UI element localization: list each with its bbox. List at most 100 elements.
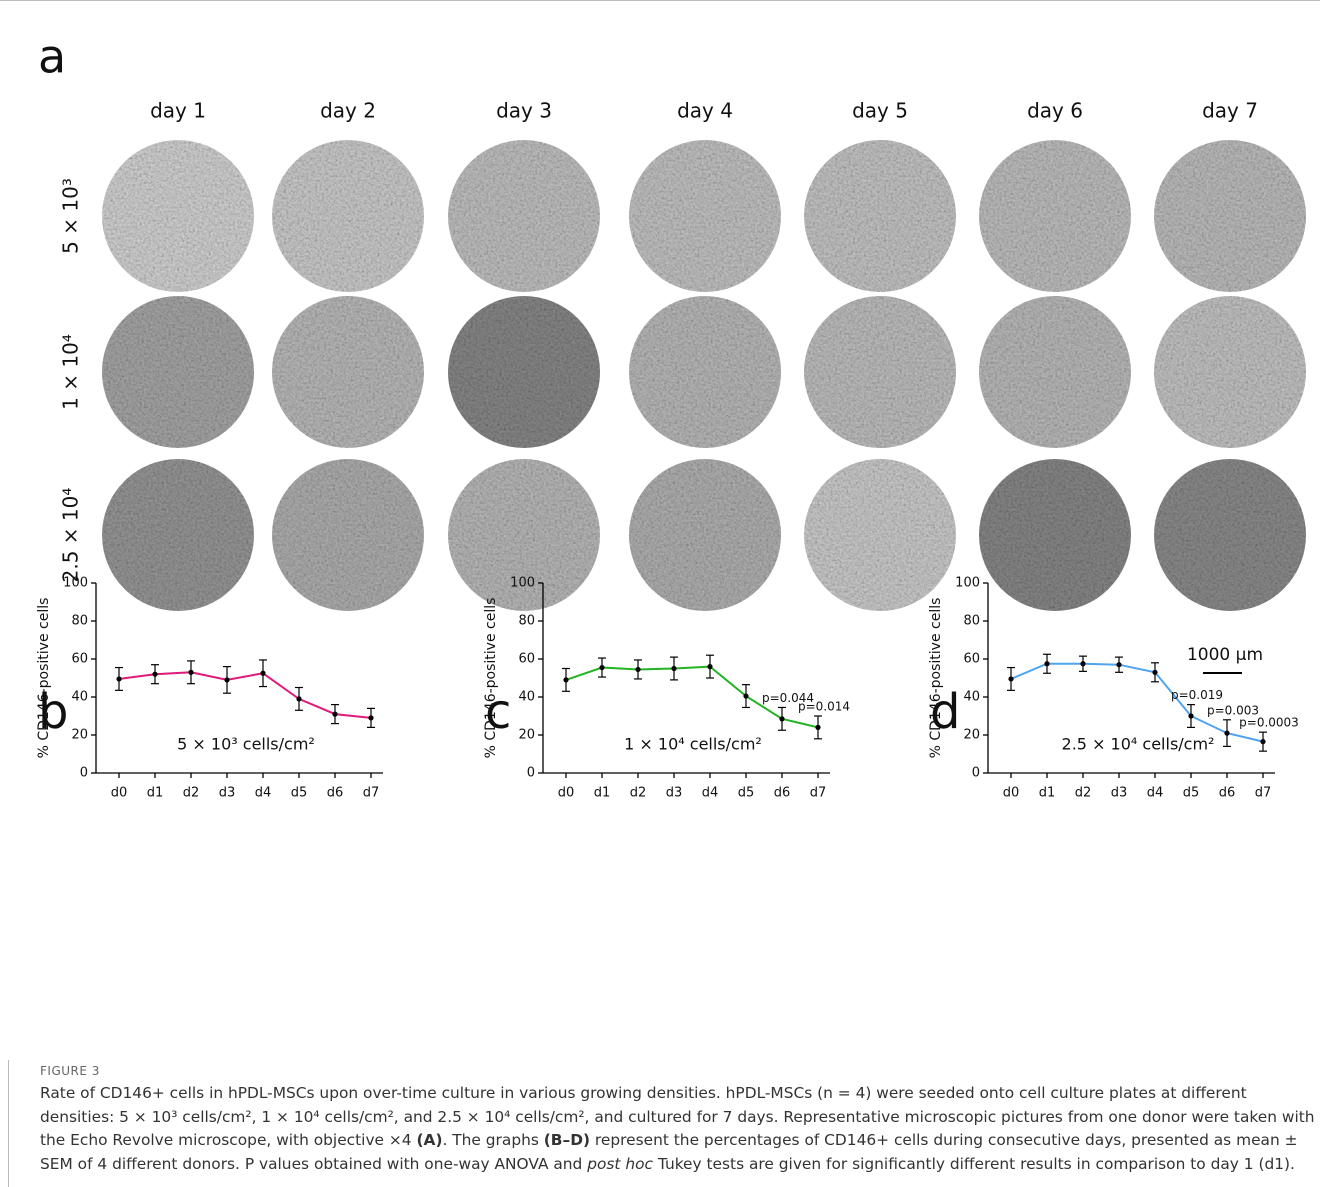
column-label: day 5 — [852, 99, 908, 123]
data-point — [779, 716, 784, 721]
y-tick-label: 100 — [510, 576, 535, 591]
caption: Rate of CD146+ cells in hPDL-MSCs upon o… — [40, 1082, 1320, 1176]
y-tick-label: 20 — [71, 728, 88, 743]
column-label: day 7 — [1202, 99, 1258, 123]
y-axis-label: % CD146-positive cells — [36, 598, 52, 759]
x-tick-label: d7 — [810, 786, 827, 801]
micrograph — [1154, 296, 1306, 448]
y-tick-label: 0 — [527, 766, 535, 781]
data-point — [1224, 731, 1229, 736]
data-point — [1152, 670, 1157, 675]
data-point — [260, 671, 265, 676]
x-tick-label: d1 — [1039, 786, 1056, 801]
data-point — [815, 725, 820, 730]
x-tick-label: d4 — [255, 786, 272, 801]
x-tick-label: d5 — [738, 786, 755, 801]
micrograph — [448, 296, 600, 448]
data-point — [368, 715, 373, 720]
data-point — [1008, 676, 1013, 681]
y-tick-label: 20 — [963, 728, 980, 743]
x-tick-label: d4 — [1147, 786, 1164, 801]
x-tick-label: d7 — [363, 786, 380, 801]
y-tick-label: 100 — [63, 576, 88, 591]
data-point — [599, 665, 604, 670]
p-value-annotation: p=0.0003 — [1239, 716, 1299, 730]
y-tick-label: 40 — [518, 690, 535, 705]
x-tick-label: d0 — [1003, 786, 1020, 801]
row-label: 2.5 × 10⁴ — [59, 488, 83, 583]
data-point — [1260, 739, 1265, 744]
chart-title: 2.5 × 10⁴ cells/cm² — [1062, 735, 1215, 754]
chart-title: 1 × 10⁴ cells/cm² — [624, 735, 762, 754]
x-tick-label: d3 — [1111, 786, 1128, 801]
micrograph — [102, 459, 254, 611]
x-tick-label: d2 — [183, 786, 200, 801]
row-label: 1 × 10⁴ — [59, 334, 83, 410]
scale-bar-label: 1000 µm — [1187, 645, 1263, 665]
chart-title: 5 × 10³ cells/cm² — [177, 735, 315, 754]
micrograph — [1154, 459, 1306, 611]
micrograph — [629, 296, 781, 448]
data-point — [671, 666, 676, 671]
x-tick-label: d6 — [1219, 786, 1236, 801]
micrograph — [272, 296, 424, 448]
micrograph — [629, 459, 781, 611]
micrograph — [804, 459, 956, 611]
caption-text: (B–D) — [544, 1131, 590, 1149]
micrograph — [272, 140, 424, 292]
caption-label: FIGURE 3 — [40, 1064, 100, 1078]
y-tick-label: 80 — [963, 614, 980, 629]
x-tick-label: d4 — [702, 786, 719, 801]
series-line — [119, 672, 371, 718]
x-tick-label: d2 — [630, 786, 647, 801]
row-label: 5 × 10³ — [59, 178, 83, 254]
panel-label: a — [38, 30, 66, 84]
x-tick-label: d0 — [111, 786, 128, 801]
data-point — [296, 696, 301, 701]
data-point — [224, 677, 229, 682]
p-value-annotation: p=0.019 — [1171, 688, 1223, 702]
micrograph — [804, 140, 956, 292]
data-point — [707, 664, 712, 669]
x-tick-label: d6 — [774, 786, 791, 801]
x-tick-label: d5 — [291, 786, 308, 801]
y-axis-label: % CD146-positive cells — [483, 598, 499, 759]
y-tick-label: 0 — [972, 766, 980, 781]
caption-text: Tukey tests are given for significantly … — [653, 1155, 1295, 1173]
y-tick-label: 60 — [71, 652, 88, 667]
x-tick-label: d1 — [594, 786, 611, 801]
y-axis-label: % CD146-positive cells — [928, 598, 944, 759]
y-tick-label: 100 — [955, 576, 980, 591]
y-tick-label: 40 — [963, 690, 980, 705]
x-tick-label: d0 — [558, 786, 575, 801]
x-tick-label: d3 — [666, 786, 683, 801]
micrograph — [272, 459, 424, 611]
column-label: day 4 — [677, 99, 733, 123]
x-tick-label: d5 — [1183, 786, 1200, 801]
micrograph — [1154, 140, 1306, 292]
data-point — [1116, 662, 1121, 667]
x-tick-label: d3 — [219, 786, 236, 801]
data-point — [116, 676, 121, 681]
y-tick-label: 60 — [963, 652, 980, 667]
data-point — [1080, 661, 1085, 666]
column-label: day 2 — [320, 99, 376, 123]
column-label: day 1 — [150, 99, 206, 123]
x-tick-label: d2 — [1075, 786, 1092, 801]
caption-text: . The graphs — [442, 1131, 543, 1149]
micrograph — [102, 140, 254, 292]
micrograph — [804, 296, 956, 448]
data-point — [188, 670, 193, 675]
y-tick-label: 60 — [518, 652, 535, 667]
data-point — [1044, 661, 1049, 666]
y-tick-label: 40 — [71, 690, 88, 705]
micrograph — [979, 296, 1131, 448]
data-point — [743, 693, 748, 698]
micrograph — [629, 140, 781, 292]
column-label: day 3 — [496, 99, 552, 123]
data-point — [152, 672, 157, 677]
y-tick-label: 20 — [518, 728, 535, 743]
data-point — [332, 712, 337, 717]
micrograph — [979, 459, 1131, 611]
